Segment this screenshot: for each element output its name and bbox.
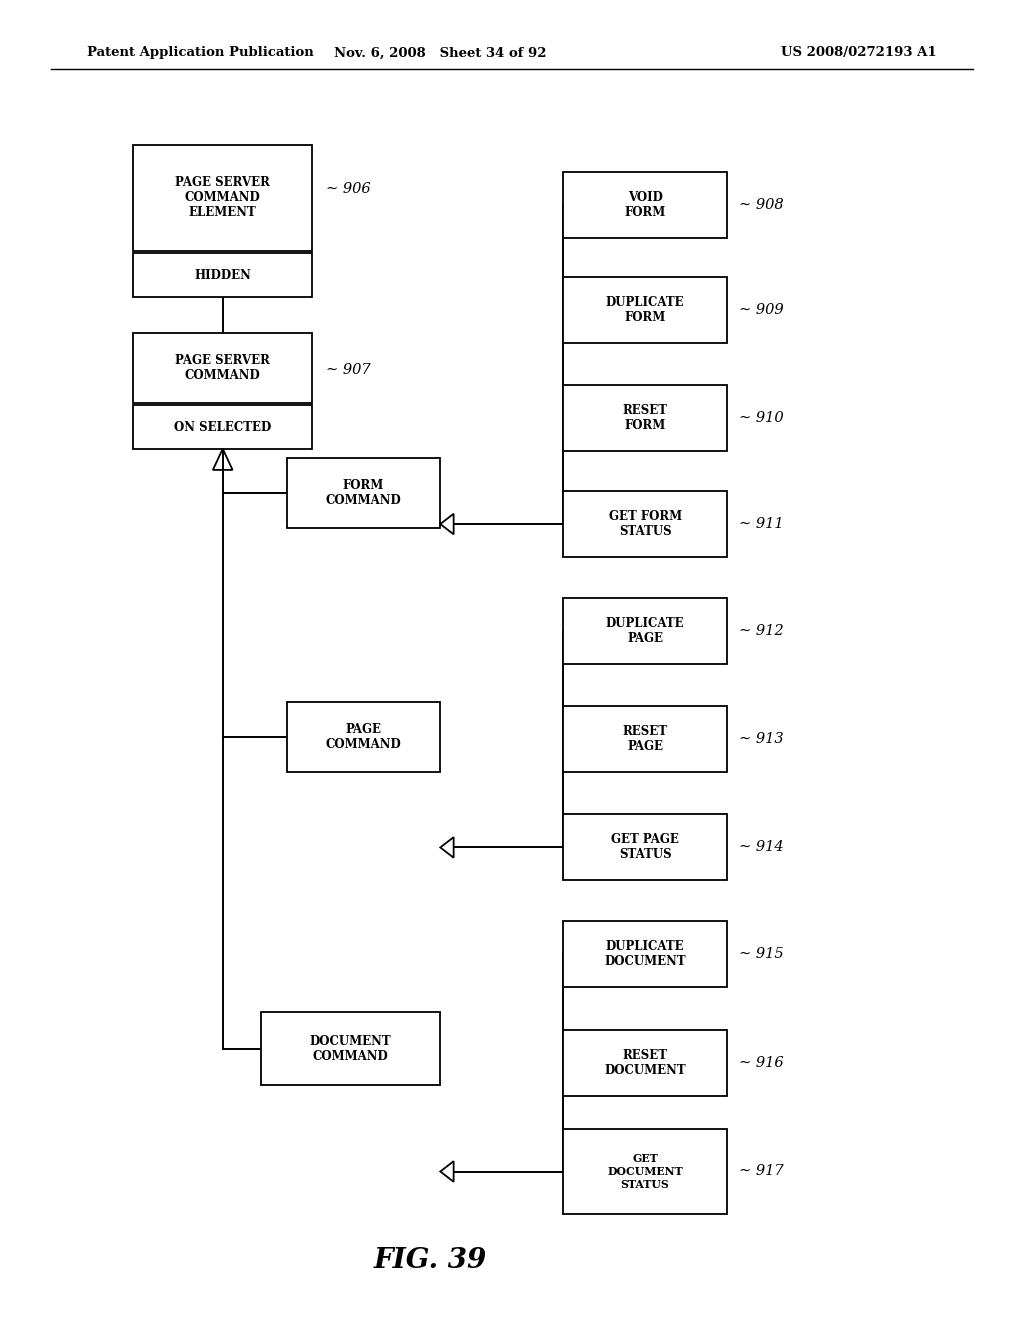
FancyBboxPatch shape <box>563 172 727 238</box>
Text: PAGE SERVER
COMMAND: PAGE SERVER COMMAND <box>175 354 270 381</box>
Text: GET FORM
STATUS: GET FORM STATUS <box>608 510 682 539</box>
FancyBboxPatch shape <box>287 702 440 772</box>
Text: PAGE
COMMAND: PAGE COMMAND <box>326 723 401 751</box>
Text: ∼ 914: ∼ 914 <box>739 841 784 854</box>
Text: DOCUMENT
COMMAND: DOCUMENT COMMAND <box>310 1035 391 1063</box>
Text: FORM
COMMAND: FORM COMMAND <box>326 479 401 507</box>
FancyBboxPatch shape <box>563 1129 727 1214</box>
FancyBboxPatch shape <box>563 1030 727 1096</box>
Text: DUPLICATE
FORM: DUPLICATE FORM <box>606 296 684 325</box>
Text: ∼ 915: ∼ 915 <box>739 948 784 961</box>
Text: ∼ 913: ∼ 913 <box>739 733 784 746</box>
Text: ∼ 911: ∼ 911 <box>739 517 784 531</box>
FancyBboxPatch shape <box>133 333 312 403</box>
Text: RESET
PAGE: RESET PAGE <box>623 725 668 754</box>
Text: Nov. 6, 2008   Sheet 34 of 92: Nov. 6, 2008 Sheet 34 of 92 <box>334 46 547 59</box>
Text: ∼ 907: ∼ 907 <box>326 363 371 376</box>
Text: VOID
FORM: VOID FORM <box>625 190 666 219</box>
Text: PAGE SERVER
COMMAND
ELEMENT: PAGE SERVER COMMAND ELEMENT <box>175 177 270 219</box>
FancyBboxPatch shape <box>563 491 727 557</box>
FancyBboxPatch shape <box>563 277 727 343</box>
Text: ∼ 910: ∼ 910 <box>739 412 784 425</box>
Text: Patent Application Publication: Patent Application Publication <box>87 46 313 59</box>
Text: ∼ 916: ∼ 916 <box>739 1056 784 1069</box>
FancyBboxPatch shape <box>563 598 727 664</box>
FancyBboxPatch shape <box>563 921 727 987</box>
Text: HIDDEN: HIDDEN <box>195 269 251 281</box>
Text: RESET
FORM: RESET FORM <box>623 404 668 433</box>
Text: DUPLICATE
DOCUMENT: DUPLICATE DOCUMENT <box>604 940 686 969</box>
Text: ON SELECTED: ON SELECTED <box>174 421 271 433</box>
FancyBboxPatch shape <box>133 253 312 297</box>
Text: ∼ 909: ∼ 909 <box>739 304 784 317</box>
FancyBboxPatch shape <box>133 405 312 449</box>
FancyBboxPatch shape <box>261 1012 440 1085</box>
Text: GET PAGE
STATUS: GET PAGE STATUS <box>611 833 679 862</box>
Text: ∼ 908: ∼ 908 <box>739 198 784 211</box>
FancyBboxPatch shape <box>133 145 312 251</box>
FancyBboxPatch shape <box>563 706 727 772</box>
Text: ∼ 906: ∼ 906 <box>326 182 371 195</box>
FancyBboxPatch shape <box>563 814 727 880</box>
Text: RESET
DOCUMENT: RESET DOCUMENT <box>604 1048 686 1077</box>
FancyBboxPatch shape <box>287 458 440 528</box>
Text: US 2008/0272193 A1: US 2008/0272193 A1 <box>781 46 937 59</box>
Text: ∼ 917: ∼ 917 <box>739 1164 784 1177</box>
Text: ∼ 912: ∼ 912 <box>739 624 784 638</box>
Text: GET
DOCUMENT
STATUS: GET DOCUMENT STATUS <box>607 1154 683 1189</box>
Text: FIG. 39: FIG. 39 <box>374 1247 486 1274</box>
FancyBboxPatch shape <box>563 385 727 451</box>
Text: DUPLICATE
PAGE: DUPLICATE PAGE <box>606 616 684 645</box>
